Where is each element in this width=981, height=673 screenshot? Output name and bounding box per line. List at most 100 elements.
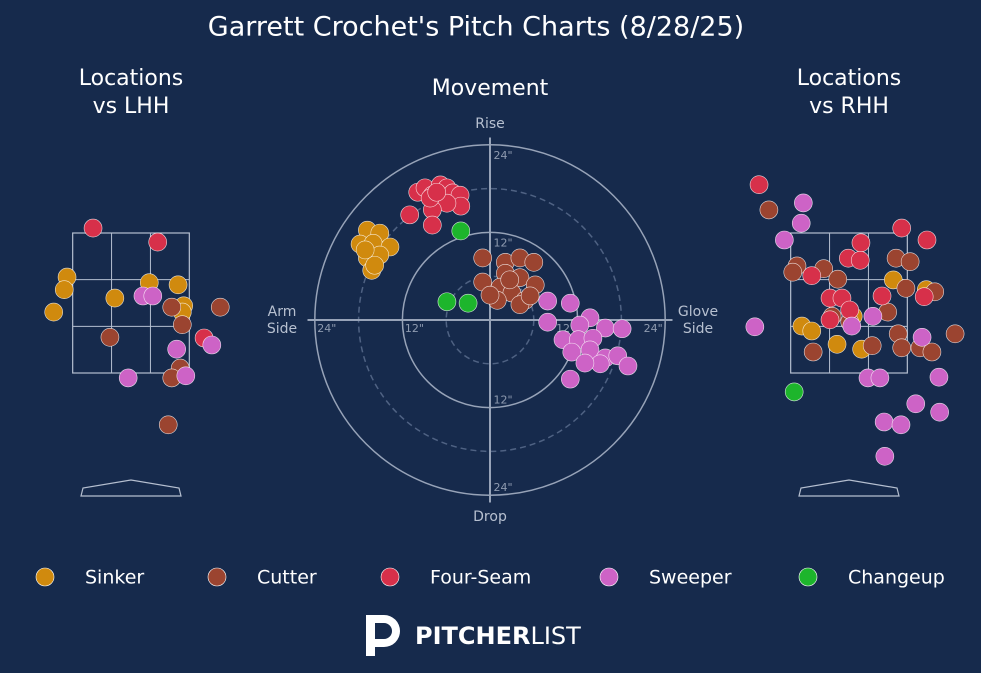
pitch-point <box>775 230 794 250</box>
legend-label: Cutter <box>257 567 317 589</box>
ring-label: 12" <box>493 236 512 249</box>
axis-label: Rise <box>475 116 505 132</box>
pitch-point <box>745 317 765 337</box>
pitch-point <box>794 193 813 213</box>
pitch-point <box>892 218 912 238</box>
pitch-point <box>520 286 540 306</box>
pitch-point <box>784 382 804 402</box>
page-title: Garrett Crochet's Pitch Charts (8/28/25) <box>208 12 744 43</box>
pitch-point <box>148 232 168 252</box>
panel-title: Movement <box>432 76 549 101</box>
pitch-point <box>162 297 182 317</box>
pitch-point <box>827 334 847 354</box>
pitch-point <box>891 415 911 435</box>
pitch-point <box>803 342 823 362</box>
logo-bold: PITCHER <box>415 622 530 650</box>
legend-label: Changeup <box>848 567 945 589</box>
pitch-point <box>560 293 580 313</box>
pitch-point <box>44 302 64 322</box>
pitch-point <box>842 316 862 336</box>
panel-title: vs RHH <box>809 94 889 119</box>
pitch-point <box>100 327 120 347</box>
pitch-point <box>500 270 520 290</box>
legend-marker <box>599 567 619 587</box>
pitch-point <box>875 446 895 466</box>
pitch-point <box>929 367 949 387</box>
pitch-point <box>870 368 890 388</box>
pitch-point <box>749 175 769 194</box>
pitch-point <box>451 221 471 241</box>
pitch-point <box>480 285 500 305</box>
logo-text: PITCHERLIST <box>415 622 581 650</box>
pitch-point <box>828 269 848 289</box>
pitch-point <box>917 230 937 250</box>
panel-title: vs LHH <box>93 94 170 119</box>
ring-label: 24" <box>644 322 663 335</box>
pitch-point <box>458 293 478 313</box>
pitch-point <box>538 312 557 332</box>
pitch-point <box>906 394 926 414</box>
pitch-point <box>105 288 125 308</box>
pitch-point <box>176 366 196 386</box>
pitch-point <box>54 280 74 300</box>
pitch-point <box>802 321 822 341</box>
pitch-point <box>365 255 384 275</box>
pitch-point <box>423 215 442 235</box>
legend-label: Sinker <box>85 567 144 589</box>
pitch-point <box>210 297 230 317</box>
pitch-point <box>930 402 949 422</box>
axis-label: Side <box>267 321 297 337</box>
ring-label: 12" <box>405 322 424 335</box>
logo-icon <box>366 615 400 656</box>
home-plate <box>798 479 900 497</box>
axis-label: Drop <box>473 509 507 525</box>
pitch-point <box>437 292 457 312</box>
pitch-point <box>922 342 942 362</box>
pitch-point <box>524 253 544 272</box>
pitch-point <box>820 310 840 330</box>
pitch-point <box>167 339 186 359</box>
ring-label: 12" <box>493 394 512 407</box>
panel-title: Locations <box>79 66 184 91</box>
legend-label: Four-Seam <box>430 567 531 589</box>
pitch-point <box>618 356 638 376</box>
ring-label: 24" <box>493 149 512 162</box>
pitch-point <box>892 338 912 358</box>
pitch-point <box>473 248 493 268</box>
pitch-point <box>427 182 447 202</box>
axis-label: Arm <box>268 304 297 320</box>
pitch-point <box>168 275 188 295</box>
home-plate <box>80 479 182 497</box>
ring-label: 24" <box>317 322 336 335</box>
logo: PITCHERLIST <box>366 615 581 656</box>
pitch-point <box>612 319 632 339</box>
pitch-point <box>83 218 103 238</box>
pitch-point <box>560 369 580 389</box>
legend-marker <box>35 567 55 587</box>
pitch-point <box>143 286 163 306</box>
pitch-point <box>575 353 595 373</box>
pitch-point <box>840 300 860 320</box>
legend-marker <box>207 567 227 587</box>
pitch-point <box>202 335 222 355</box>
pitch-point <box>783 262 803 282</box>
logo-light: LIST <box>530 622 581 650</box>
legend-marker <box>798 567 818 587</box>
pitch-point <box>874 412 894 432</box>
pitch-point <box>791 213 811 233</box>
pitch-point <box>851 233 871 253</box>
strike-zone <box>790 232 908 374</box>
pitch-point <box>896 278 916 298</box>
pitch-point <box>562 342 582 362</box>
pitch-point <box>900 252 920 272</box>
pitch-point <box>400 205 420 225</box>
pitch-point <box>158 415 178 435</box>
pitch-point <box>912 327 932 347</box>
panel-title: Locations <box>797 66 902 91</box>
pitch-point <box>850 250 870 270</box>
pitch-point <box>862 336 882 356</box>
pitch-point <box>945 324 965 344</box>
ring-label: 24" <box>493 481 512 494</box>
pitch-point <box>118 368 138 388</box>
